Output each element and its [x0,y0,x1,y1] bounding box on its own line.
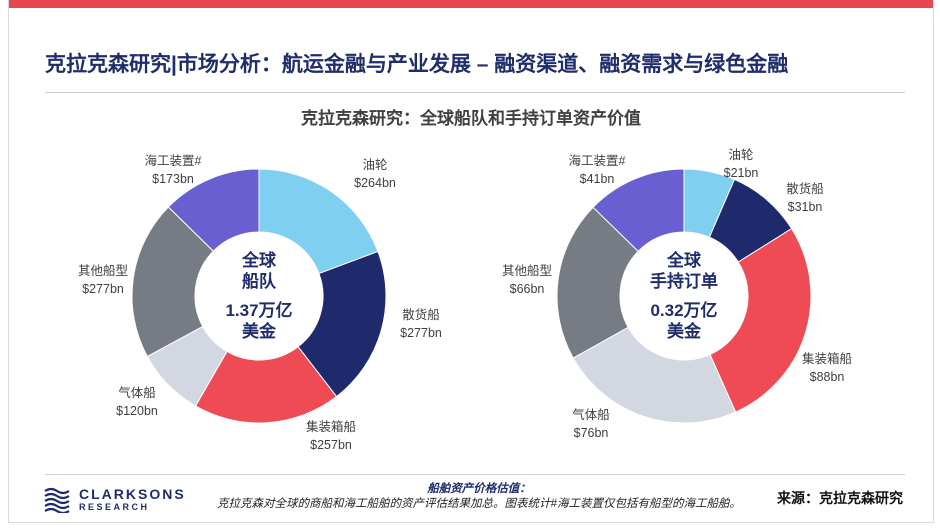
label-value: $66bn [509,282,545,296]
label-name: 集装箱船 [305,420,357,434]
center-line: 船队 [242,272,276,291]
fleet-slice-offshore [167,168,260,252]
fleet-label-container: 集装箱船 $257bn [306,418,356,454]
center-line: 手持订单 [650,272,718,291]
fleet-slice-bulker [297,250,387,398]
center-line: 全球 [242,251,276,270]
fleet-label-gas: 气体船 $120bn [116,384,158,420]
center-line: 美金 [242,322,276,341]
center-line: 0.32万亿 [650,301,718,320]
footer-divider [45,474,905,475]
footnote-body: 克拉克森对全球的商船和海工船舶的资产评估结果加总。图表统计#海工装置仅包括有船型… [217,498,741,510]
fleet-label-tanker: 油轮 $264bn [354,156,396,192]
label-value: $277bn [400,326,442,340]
fleet-center-text: 全球 船队 1.37万亿 美金 [225,250,292,342]
orderbook-slice-container [709,227,812,413]
logo-name: CLARKSONS [79,486,186,502]
fleet-label-offshore: 海工装置# $173bn [145,152,202,188]
slide: 克拉克森研究|市场分析：航运金融与产业发展 – 融资渠道、融资需求与绿色金融 克… [8,0,934,523]
logo-sub: RESEARCH [79,502,150,512]
label-name: 其他船型 [501,264,553,278]
label-name: 油轮 [362,158,388,172]
label-value: $41bn [579,172,615,186]
fleet-slice-other [131,206,215,358]
page-title: 克拉克森研究|市场分析：航运金融与产业发展 – 融资渠道、融资需求与绿色金融 [45,53,789,76]
label-name: 气体船 [572,408,610,422]
donut-charts [131,168,812,424]
accent-bar [9,0,933,8]
label-name: 油轮 [728,148,754,162]
footnote-title: 船舶资产价格估值： [427,483,531,495]
label-name: 海工装置# [568,154,626,168]
orderbook-center-text: 全球 手持订单 0.32万亿 美金 [650,250,718,342]
label-value: $88bn [809,370,845,384]
orderbook-slice-gas [572,326,737,424]
label-value: $257bn [310,438,352,452]
label-value: $21bn [723,166,759,180]
fleet-slice-tanker [258,168,379,275]
orderbook-label-bulker: 散货船 $31bn [786,180,824,216]
label-value: $277bn [82,282,124,296]
label-name: 气体船 [118,386,156,400]
orderbook-label-tanker: 油轮 $21bn [724,146,759,182]
orderbook-slice-other [556,206,639,359]
fleet-label-other: 其他船型 $277bn [78,262,128,298]
label-value: $31bn [787,200,823,214]
label-value: $76bn [573,426,609,440]
label-name: 集装箱船 [801,352,853,366]
label-name: 海工装置# [144,154,202,168]
label-value: $120bn [116,404,158,418]
label-value: $264bn [354,176,396,190]
clarksons-logo-icon [44,487,70,513]
center-line: 美金 [667,322,701,341]
orderbook-slice-offshore [592,168,685,253]
orderbook-label-other: 其他船型 $66bn [502,262,552,298]
chart-title: 克拉克森研究：全球船队和手持订单资产价值 [301,109,641,128]
label-name: 散货船 [402,308,440,322]
orderbook-label-container: 集装箱船 $88bn [802,350,852,386]
orderbook-donut [556,168,812,424]
orderbook-label-offshore: 海工装置# $41bn [569,152,626,188]
center-line: 全球 [667,251,701,270]
label-name: 散货船 [786,182,824,196]
footnote: 船舶资产价格估值： 克拉克森对全球的商船和海工船舶的资产评估结果加总。图表统计#… [199,482,759,512]
clarksons-logo: CLARKSONS RESEARCH [43,484,203,516]
orderbook-label-gas: 气体船 $76bn [572,406,610,442]
label-value: $173bn [152,172,194,186]
fleet-label-bulker: 散货船 $277bn [400,306,442,342]
source-label: 来源：克拉克森研究 [777,490,903,506]
title-divider [45,92,905,93]
fleet-donut [131,168,387,424]
center-line: 1.37万亿 [225,301,293,320]
label-name: 其他船型 [77,264,129,278]
